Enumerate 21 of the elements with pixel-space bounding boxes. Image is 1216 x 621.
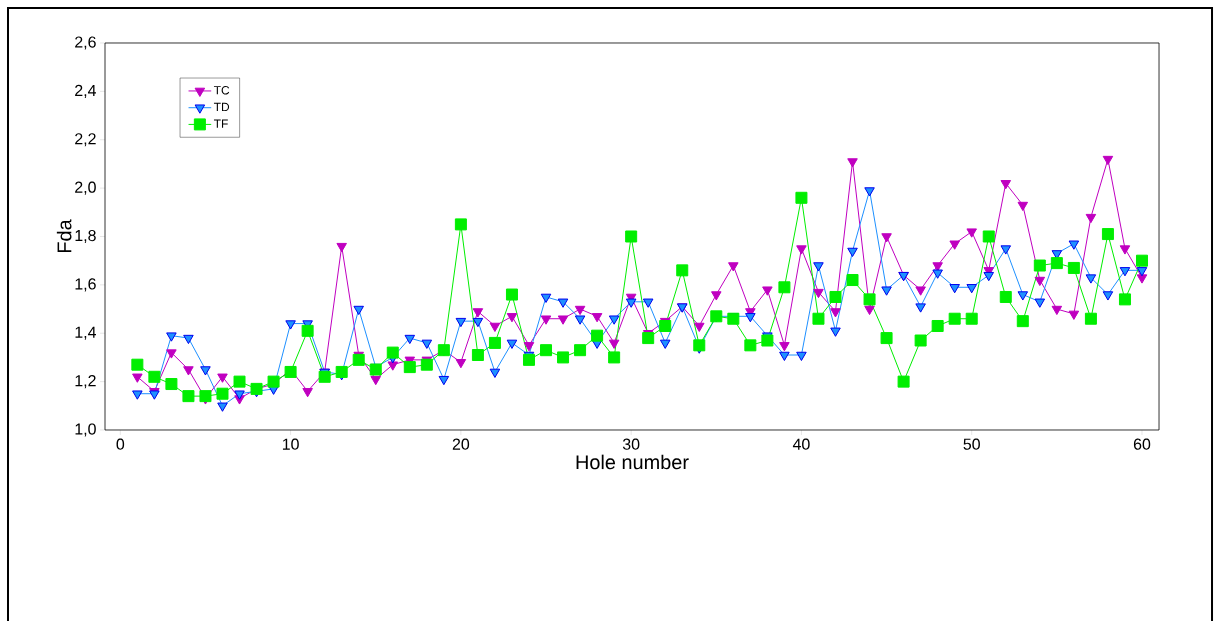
y-tick-label: 2,6: [75, 36, 96, 50]
x-tick-label: 50: [963, 438, 980, 450]
x-tick-label: 10: [282, 438, 299, 450]
legend-label: TF: [213, 119, 228, 128]
y-tick-label: 2,0: [75, 181, 96, 195]
x-tick-label: 60: [1133, 438, 1151, 450]
y-tick-label: 1,8: [75, 229, 96, 244]
legend-label: TD: [213, 102, 230, 112]
x-tick-label: 0: [116, 438, 125, 450]
y-axis-title: Fda: [56, 219, 72, 253]
y-tick-label: 2,4: [75, 84, 97, 98]
y-tick-label: 2,2: [75, 133, 96, 147]
y-tick-label: 1,6: [75, 278, 96, 292]
x-tick-label: 20: [452, 438, 470, 450]
legend-label: TC: [213, 86, 230, 95]
y-tick-label: 1,2: [75, 375, 96, 389]
y-tick-label: 1,4: [75, 326, 97, 340]
x-tick-label: 30: [622, 438, 640, 450]
x-tick-label: 40: [792, 438, 810, 450]
y-tick-label: 1,0: [75, 423, 96, 437]
x-axis-title: Hole number: [576, 454, 689, 470]
